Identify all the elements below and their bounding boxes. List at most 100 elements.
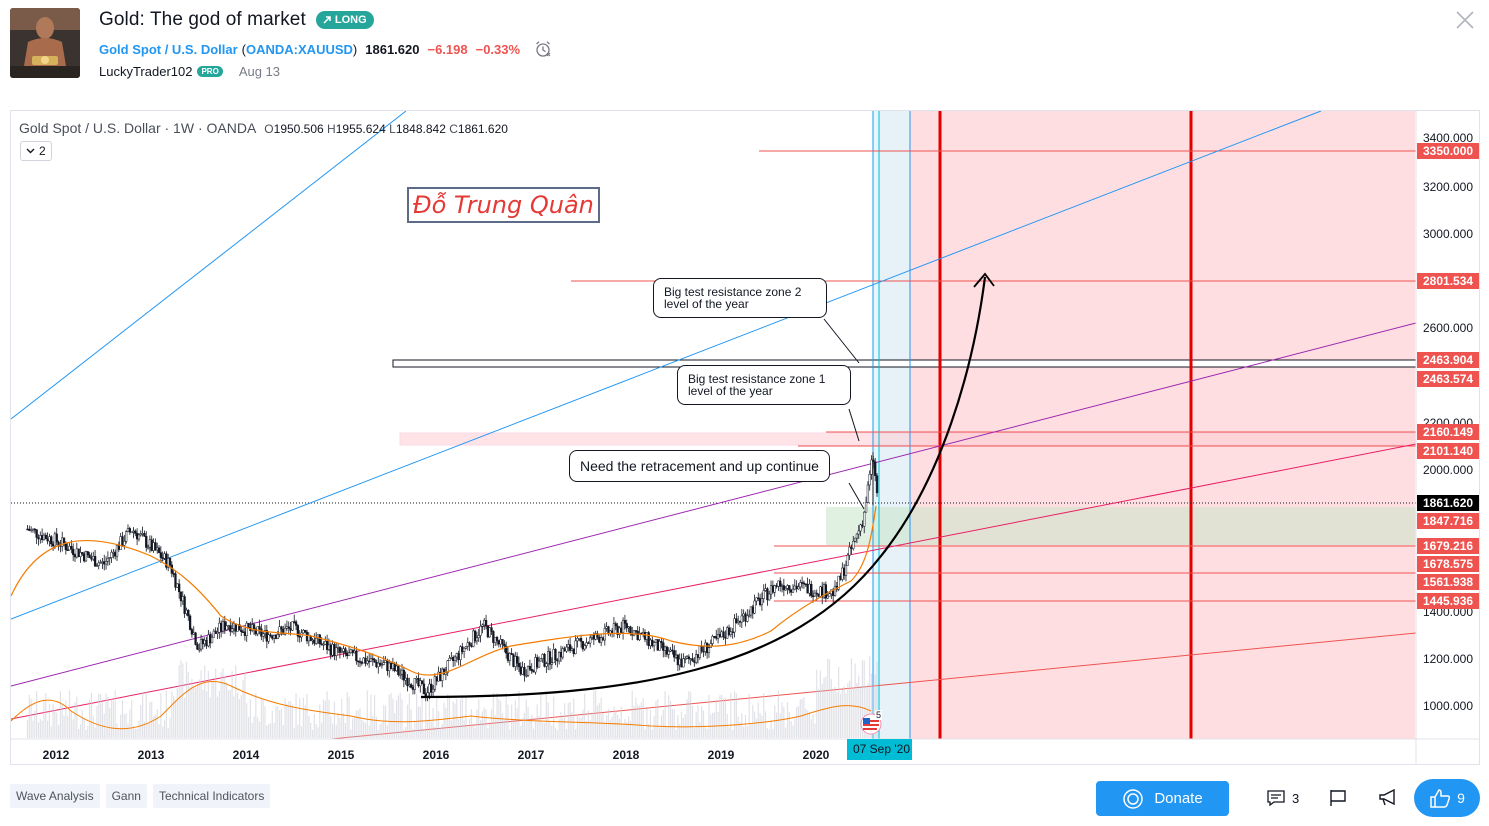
chart-canvas[interactable] <box>11 111 1480 765</box>
volume-bar <box>602 713 604 738</box>
volume-bar <box>770 720 772 738</box>
volume-bar <box>72 719 74 738</box>
price-candle <box>271 634 274 641</box>
volume-bar <box>788 711 790 738</box>
volume-bar <box>324 700 326 738</box>
price-candle <box>28 525 31 532</box>
price-candle <box>141 526 144 537</box>
close-icon[interactable] <box>1455 10 1475 30</box>
volume-bar <box>850 658 853 738</box>
volume-bar <box>494 715 496 738</box>
price-candle <box>450 651 453 660</box>
volume-bar <box>538 716 540 738</box>
symbol-code-link[interactable]: OANDA:XAUUSD <box>246 41 353 57</box>
volume-bar <box>41 720 43 738</box>
donate-button[interactable]: Donate <box>1096 781 1229 816</box>
price-candle <box>42 532 46 541</box>
author-name[interactable]: LuckyTrader102 <box>99 64 193 79</box>
price-candle <box>715 629 718 641</box>
volume-bar <box>490 709 493 738</box>
volume-bar <box>280 708 283 738</box>
volume-bar <box>474 727 476 738</box>
price-candle <box>258 619 261 635</box>
price-candle <box>472 628 475 648</box>
volume-bar <box>381 722 383 738</box>
volume-bar <box>98 693 100 738</box>
price-candle <box>528 659 532 671</box>
price-candle <box>179 591 183 607</box>
price-candle <box>554 648 557 666</box>
volume-bar <box>57 724 60 738</box>
volume-bar <box>282 725 284 738</box>
last-price: 1861.620 <box>365 41 420 57</box>
time-axis-tick: 2017 <box>517 748 545 762</box>
volume-bar <box>673 708 675 738</box>
price-candle <box>777 580 780 591</box>
volume-bar <box>585 720 588 738</box>
volume-bar <box>37 722 40 738</box>
long-badge-label: LONG <box>334 14 367 26</box>
price-candle <box>461 642 464 655</box>
volume-bar <box>299 697 301 738</box>
price-axis-tick: 2000.000 <box>1422 463 1473 477</box>
price-candle <box>82 551 86 563</box>
volume-bar <box>169 717 171 738</box>
volume-bar <box>39 718 41 738</box>
flag-button[interactable] <box>1329 788 1347 808</box>
price-candle <box>73 553 77 562</box>
price-candle <box>81 552 84 556</box>
volume-bar <box>313 713 315 738</box>
tag-gann[interactable]: Gann <box>105 784 147 808</box>
symbol-link[interactable]: Gold Spot / U.S. Dollar <box>99 41 238 57</box>
price-candle <box>517 656 521 673</box>
volume-bar <box>821 683 823 738</box>
price-candle <box>673 645 676 662</box>
author-avatar[interactable] <box>10 8 80 78</box>
price-candle <box>603 623 606 646</box>
price-candle <box>44 532 47 540</box>
tag-wave-analysis[interactable]: Wave Analysis <box>10 784 100 808</box>
price-candle <box>753 594 756 615</box>
volume-bar <box>416 693 418 738</box>
volume-bar <box>426 719 429 738</box>
comments-button[interactable]: 3 <box>1266 788 1299 808</box>
price-candle <box>230 621 234 634</box>
price-candle <box>532 669 535 673</box>
economic-event-marker[interactable]: 5 <box>859 710 883 735</box>
volume-bar <box>54 710 56 738</box>
volume-bar <box>403 729 405 738</box>
price-candle <box>550 657 553 670</box>
price-candle <box>154 538 157 551</box>
price-candle <box>839 573 842 581</box>
volume-bar <box>141 692 144 738</box>
price-candle <box>773 584 776 597</box>
like-button[interactable]: 9 <box>1414 779 1480 817</box>
volume-bar <box>722 698 725 738</box>
volume-bar <box>89 699 91 738</box>
volume-bar <box>311 729 314 738</box>
volume-bar <box>576 714 579 738</box>
price-candle <box>207 629 210 648</box>
indicators-toggle[interactable]: 2 <box>20 141 52 161</box>
price-candle <box>751 604 754 619</box>
price-candle <box>415 675 418 684</box>
volume-bar <box>50 726 52 738</box>
price-candle <box>870 455 873 480</box>
price-candle <box>684 655 687 664</box>
chart-area[interactable]: Gold Spot / U.S. Dollar · 1W · OANDA O19… <box>10 110 1480 765</box>
volume-bar <box>633 705 635 738</box>
volume-bar <box>268 724 270 738</box>
alarm-clock-icon[interactable] <box>534 40 552 58</box>
volume-bar <box>306 693 308 738</box>
price-candle <box>101 558 104 569</box>
price-candle <box>647 631 650 650</box>
price-candle <box>488 626 491 638</box>
price-candle <box>853 537 857 543</box>
volume-bar <box>735 693 737 738</box>
tag-technical-indicators[interactable]: Technical Indicators <box>152 784 271 808</box>
volume-bars <box>26 655 878 738</box>
share-button[interactable] <box>1378 788 1398 808</box>
price-candle <box>749 606 753 619</box>
price-candle <box>62 537 66 547</box>
price-candle <box>718 627 722 638</box>
